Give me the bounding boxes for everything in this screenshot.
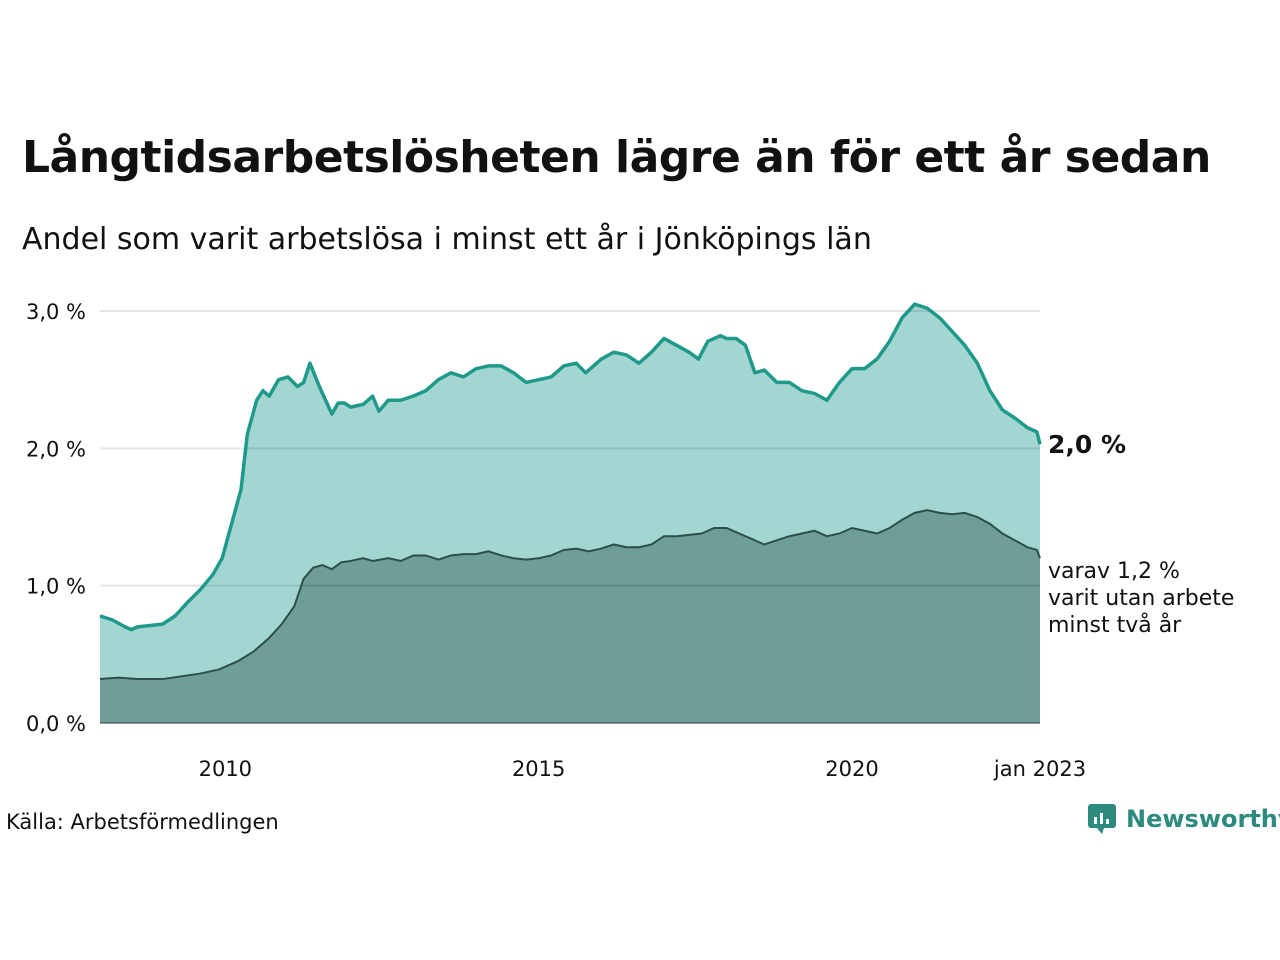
brand-name: Newsworthy [1126, 805, 1280, 833]
annotation-line-3: minst två år [1048, 613, 1182, 638]
x-tick-label: 2020 [825, 757, 878, 781]
y-tick-label: 1,0 % [26, 575, 86, 599]
series-1-line [99, 302, 1042, 632]
long-term-annotation: varav 1,2 % varit utan arbete minst två … [1048, 558, 1234, 639]
annotation-line-2: varit utan arbete [1048, 586, 1235, 611]
newsworthy-logo-icon [1088, 804, 1116, 834]
latest-value-label: 2,0 % [1048, 430, 1127, 459]
x-tick-label: 2010 [199, 757, 252, 781]
chart-title: Långtidsarbetslösheten lägre än för ett … [22, 132, 1211, 183]
series-2-line [99, 509, 1041, 681]
y-tick-label: 2,0 % [26, 437, 86, 461]
y-tick-label: 0,0 % [26, 712, 86, 736]
series-2-area [100, 510, 1040, 723]
y-tick-label: 3,0 % [26, 300, 86, 324]
x-tick-label: 2015 [512, 757, 565, 781]
source-note: Källa: Arbetsförmedlingen [6, 810, 279, 834]
annotation-line-1: varav 1,2 % [1048, 559, 1180, 584]
x-tick-label: jan 2023 [993, 757, 1086, 781]
newsworthy-logo[interactable]: Newsworthy [1088, 804, 1280, 834]
chart-subtitle: Andel som varit arbetslösa i minst ett å… [22, 222, 872, 257]
